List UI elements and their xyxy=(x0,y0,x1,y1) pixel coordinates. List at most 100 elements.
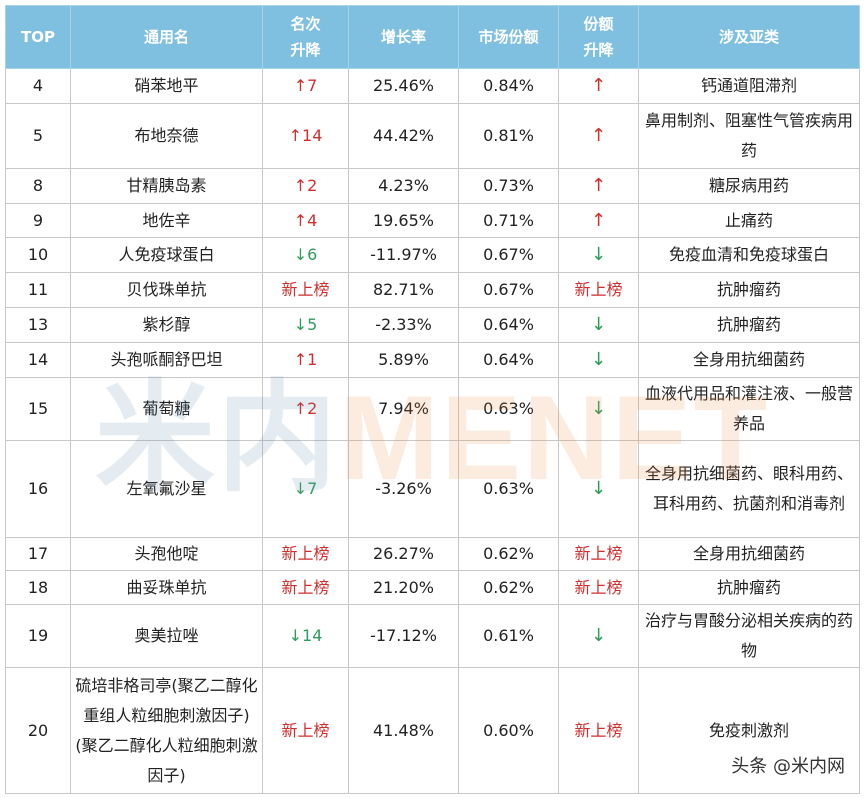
name-cell: 甘精胰岛素 xyxy=(70,168,263,204)
top-cell: 8 xyxy=(5,168,71,204)
top-cell: 10 xyxy=(5,237,71,273)
name-cell: 地佐辛 xyxy=(70,203,263,238)
rank-change-cell: 新上榜 xyxy=(262,570,349,605)
category-cell: 鼻用制剂、阻塞性气管疾病用药 xyxy=(638,103,860,169)
header-top: TOP xyxy=(5,5,71,69)
table-row: 5 布地奈德 ↑14 44.42% 0.81% ↑ 鼻用制剂、阻塞性气管疾病用药 xyxy=(5,103,860,169)
rank-change-cell: ↑1 xyxy=(262,342,349,378)
name-cell: 紫杉醇 xyxy=(70,307,263,343)
top-cell: 18 xyxy=(5,570,71,605)
top-cell: 19 xyxy=(5,604,71,668)
table-row: 18 曲妥珠单抗 新上榜 21.20% 0.62% 新上榜 抗肿瘤药 xyxy=(5,570,860,605)
header-row: TOP 通用名 名次 升降 增长率 市场份额 份额 升降 涉及亚类 xyxy=(5,5,860,69)
rank-change-cell: 新上榜 xyxy=(262,667,349,794)
name-cell: 曲妥珠单抗 xyxy=(70,570,263,605)
name-cell: 葡萄糖 xyxy=(70,377,263,441)
top-cell: 17 xyxy=(5,537,71,571)
share-change-cell: 新上榜 xyxy=(558,537,639,571)
header-category: 涉及亚类 xyxy=(638,5,860,69)
growth-cell: 7.94% xyxy=(348,377,459,441)
name-cell: 人免疫球蛋白 xyxy=(70,237,263,273)
table-row: 11 贝伐珠单抗 新上榜 82.71% 0.67% 新上榜 抗肿瘤药 xyxy=(5,272,860,308)
name-cell: 头孢哌酮舒巴坦 xyxy=(70,342,263,378)
table-row: 4 硝苯地平 ↑7 25.46% 0.84% ↑ 钙通道阻滞剂 xyxy=(5,68,860,104)
name-cell: 硝苯地平 xyxy=(70,68,263,104)
table-row: 16 左氧氟沙星 ↓7 -3.26% 0.63% ↓ 全身用抗细菌药、眼科用药、耳科用药、抗… xyxy=(5,440,860,538)
table-row: 13 紫杉醇 ↓5 -2.33% 0.64% ↓ 抗肿瘤药 xyxy=(5,307,860,343)
header-share: 市场份额 xyxy=(458,5,559,69)
growth-cell: 19.65% xyxy=(348,203,459,238)
table-row: 15 葡萄糖 ↑2 7.94% 0.63% ↓ 血液代用品和灌注液、一般营养品 xyxy=(5,377,860,441)
rank-change-cell: 新上榜 xyxy=(262,537,349,571)
growth-cell: 25.46% xyxy=(348,68,459,104)
top-cell: 9 xyxy=(5,203,71,238)
growth-cell: -11.97% xyxy=(348,237,459,273)
top-cell: 14 xyxy=(5,342,71,378)
category-cell: 血液代用品和灌注液、一般营养品 xyxy=(638,377,860,441)
share-cell: 0.67% xyxy=(458,272,559,308)
top-cell: 4 xyxy=(5,68,71,104)
share-cell: 0.60% xyxy=(458,667,559,794)
share-change-cell: ↓ xyxy=(558,377,639,441)
rank-change-cell: 新上榜 xyxy=(262,272,349,308)
share-change-cell: ↑ xyxy=(558,68,639,104)
growth-cell: 5.89% xyxy=(348,342,459,378)
top-cell: 16 xyxy=(5,440,71,538)
growth-cell: 82.71% xyxy=(348,272,459,308)
table-row: 8 甘精胰岛素 ↑2 4.23% 0.73% ↑ 糖尿病用药 xyxy=(5,168,860,204)
share-change-cell: ↓ xyxy=(558,342,639,378)
category-cell: 全身用抗细菌药 xyxy=(638,342,860,378)
top-cell: 20 xyxy=(5,667,71,794)
share-cell: 0.84% xyxy=(458,68,559,104)
rank-change-cell: ↓14 xyxy=(262,604,349,668)
category-cell: 免疫刺激剂 xyxy=(638,667,860,794)
category-cell: 止痛药 xyxy=(638,203,860,238)
top-cell: 13 xyxy=(5,307,71,343)
share-change-cell: 新上榜 xyxy=(558,272,639,308)
top-cell: 5 xyxy=(5,103,71,169)
rank-change-cell: ↑7 xyxy=(262,68,349,104)
table-row: 14 头孢哌酮舒巴坦 ↑1 5.89% 0.64% ↓ 全身用抗细菌药 xyxy=(5,342,860,378)
share-change-cell: ↓ xyxy=(558,237,639,273)
rank-change-cell: ↑4 xyxy=(262,203,349,238)
growth-cell: 4.23% xyxy=(348,168,459,204)
rank-change-cell: ↑2 xyxy=(262,168,349,204)
source-credit: 头条 @米内网 xyxy=(731,756,845,777)
share-cell: 0.64% xyxy=(458,307,559,343)
name-cell: 布地奈德 xyxy=(70,103,263,169)
share-change-cell: ↓ xyxy=(558,604,639,668)
name-cell: 头孢他啶 xyxy=(70,537,263,571)
ranking-table: TOP 通用名 名次 升降 增长率 市场份额 份额 升降 涉及亚类 4 硝苯地平 ↑7 2… xyxy=(5,5,860,794)
header-growth: 增长率 xyxy=(348,5,459,69)
share-change-cell: ↓ xyxy=(558,307,639,343)
share-cell: 0.63% xyxy=(458,377,559,441)
table-row: 9 地佐辛 ↑4 19.65% 0.71% ↑ 止痛药 xyxy=(5,203,860,238)
category-cell: 免疫血清和免疫球蛋白 xyxy=(638,237,860,273)
share-cell: 0.81% xyxy=(458,103,559,169)
growth-cell: 21.20% xyxy=(348,570,459,605)
category-cell: 糖尿病用药 xyxy=(638,168,860,204)
header-share-change: 份额 升降 xyxy=(558,5,639,69)
header-name: 通用名 xyxy=(70,5,263,69)
rank-change-cell: ↓6 xyxy=(262,237,349,273)
rank-change-cell: ↓7 xyxy=(262,440,349,538)
table-row: 19 奥美拉唑 ↓14 -17.12% 0.61% ↓ 治疗与胃酸分泌相关疾病的药物 xyxy=(5,604,860,668)
share-change-cell: ↑ xyxy=(558,168,639,204)
table-row: 17 头孢他啶 新上榜 26.27% 0.62% 新上榜 全身用抗细菌药 xyxy=(5,537,860,571)
growth-cell: 44.42% xyxy=(348,103,459,169)
rank-change-cell: ↓5 xyxy=(262,307,349,343)
growth-cell: -2.33% xyxy=(348,307,459,343)
share-cell: 0.62% xyxy=(458,537,559,571)
rank-change-cell: ↑14 xyxy=(262,103,349,169)
share-change-cell: ↓ xyxy=(558,440,639,538)
growth-cell: 26.27% xyxy=(348,537,459,571)
name-cell: 硫培非格司亭(聚乙二醇化重组人粒细胞刺激因子)(聚乙二醇化人粒细胞刺激因子) xyxy=(70,667,263,794)
rank-change-cell: ↑2 xyxy=(262,377,349,441)
share-cell: 0.73% xyxy=(458,168,559,204)
share-cell: 0.71% xyxy=(458,203,559,238)
name-cell: 奥美拉唑 xyxy=(70,604,263,668)
growth-cell: 41.48% xyxy=(348,667,459,794)
header-rank-change: 名次 升降 xyxy=(262,5,349,69)
table-row: 10 人免疫球蛋白 ↓6 -11.97% 0.67% ↓ 免疫血清和免疫球蛋白 xyxy=(5,237,860,273)
category-cell: 钙通道阻滞剂 xyxy=(638,68,860,104)
